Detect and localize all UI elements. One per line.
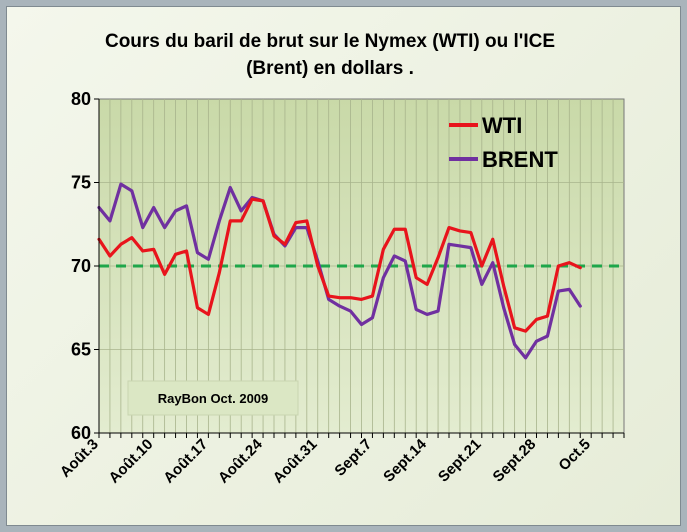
x-tick-label: Août.31 bbox=[270, 436, 321, 487]
x-tick-label: Sept.21 bbox=[435, 436, 485, 486]
x-tick-label: Août.10 bbox=[106, 436, 157, 487]
y-tick-label: 60 bbox=[71, 423, 91, 443]
y-axis: 60 65 70 75 80 bbox=[71, 89, 100, 443]
x-tick-label: Sept.28 bbox=[490, 436, 540, 486]
y-tick-label: 70 bbox=[71, 256, 91, 276]
x-tick-label: Août.24 bbox=[215, 435, 266, 486]
credit-label: RayBon Oct. 2009 bbox=[158, 391, 269, 406]
x-tick-label: Oct.5 bbox=[555, 436, 594, 475]
x-tick-label: Sept.14 bbox=[380, 435, 430, 485]
credit-box: RayBon Oct. 2009 bbox=[127, 380, 299, 416]
x-tick-label: Août.17 bbox=[160, 436, 211, 487]
series-line-brent bbox=[97, 182, 582, 360]
y-tick-label: 75 bbox=[71, 173, 91, 193]
series-lines bbox=[97, 182, 582, 360]
legend-label-wti: WTI bbox=[482, 113, 522, 138]
chart-title-line-2: (Brent) en dollars . bbox=[246, 58, 414, 79]
x-tick-label: Sept.7 bbox=[331, 436, 375, 480]
x-axis: Août.3 Août.10 Août.17 Août.24 Août.31 Sept.7… bbox=[57, 432, 625, 487]
y-tick-label: 80 bbox=[71, 89, 91, 109]
series-line-wti bbox=[97, 197, 582, 333]
y-tick-label: 65 bbox=[71, 340, 91, 360]
chart-title-line-1: Cours du baril de brut sur le Nymex (WTI… bbox=[105, 31, 555, 52]
legend-label-brent: BRENT bbox=[482, 147, 558, 172]
legend: WTI BRENT bbox=[449, 113, 558, 172]
